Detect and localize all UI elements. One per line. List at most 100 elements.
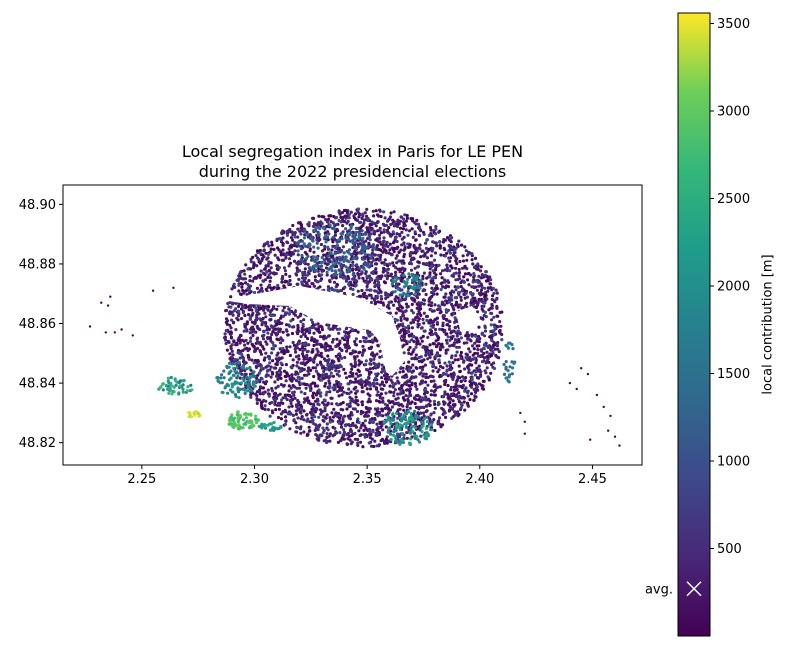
data-point [436,385,440,389]
data-point [361,292,365,296]
data-point [344,276,348,280]
data-point [349,283,353,287]
data-point [334,276,338,280]
data-point [314,288,318,292]
data-point [415,271,419,275]
data-point [389,272,393,276]
data-point [255,286,259,290]
data-point [254,420,259,425]
data-point [474,285,478,289]
data-point [356,330,360,334]
data-point [462,275,466,279]
data-point [311,311,315,316]
data-point [306,349,310,353]
data-point [406,402,410,406]
data-point [300,280,304,284]
data-point [364,363,368,367]
data-point [230,413,234,417]
data-point [351,263,355,267]
data-point [380,382,384,386]
data-point [233,357,237,362]
data-point [421,345,425,349]
data-point [246,382,250,386]
data-point [399,315,403,320]
data-point [424,375,428,380]
data-point [363,211,367,215]
data-point [246,389,250,393]
data-point [275,237,279,241]
data-point [487,377,491,381]
data-point [326,344,330,348]
data-point [384,323,388,327]
data-point [416,325,420,329]
data-point [385,240,389,244]
data-point [380,396,384,401]
data-point [416,415,420,419]
data-point [451,399,455,403]
data-point [292,385,297,389]
data-point [355,295,359,300]
data-point [298,347,302,352]
data-point [261,308,266,312]
data-point [375,422,379,426]
data-point [472,387,476,391]
data-point [429,389,434,393]
data-point [304,355,309,359]
data-point [313,428,317,433]
data-point [453,403,457,407]
data-point [331,263,335,267]
data-point [304,361,308,365]
data-point [428,275,432,279]
data-point [439,253,443,257]
data-point [459,281,463,285]
data-point [364,263,368,267]
data-point [451,311,455,315]
data-point [382,280,386,284]
data-point [335,282,339,287]
data-point [407,394,411,398]
data-point [244,381,248,385]
data-point [407,367,411,371]
data-point [450,246,454,250]
data-point [370,226,374,230]
data-point [448,238,452,242]
data-point [274,292,278,296]
data-point [374,209,378,213]
data-point [405,342,409,346]
data-point [353,360,357,364]
data-point [270,300,274,304]
data-point [333,426,337,430]
data-point [315,434,319,438]
data-point [319,324,323,328]
data-point [491,349,495,353]
data-point [277,407,281,411]
data-point [308,285,312,289]
data-point [356,322,360,326]
data-point [440,281,444,285]
data-point [314,327,318,331]
data-point [417,292,421,296]
data-point [339,270,343,275]
data-point [427,350,431,355]
data-point [335,379,339,383]
data-point [347,237,351,241]
data-point [424,222,428,226]
data-point [400,243,404,247]
data-point [326,296,330,300]
data-point [427,303,431,307]
data-point [350,268,355,272]
data-point [415,342,419,346]
data-point [269,318,273,322]
data-point [422,329,426,333]
data-point [390,340,394,344]
data-point [432,418,436,422]
data-point [368,421,372,425]
data-point [474,265,479,269]
data-point [241,297,245,301]
data-point [445,368,449,372]
data-point [359,378,363,382]
data-point [362,267,366,271]
data-point [379,420,383,424]
data-point [368,293,372,297]
data-point [436,334,440,338]
